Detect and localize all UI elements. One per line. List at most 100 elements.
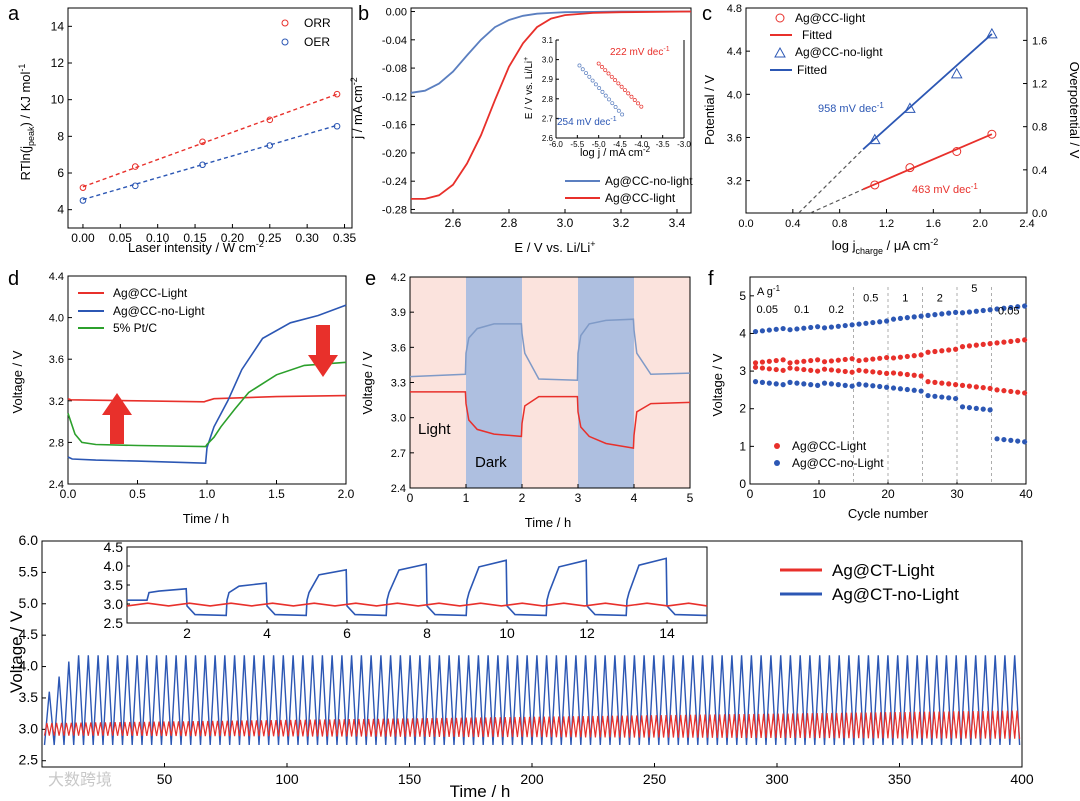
g-inset-no-light	[127, 557, 707, 617]
a-point	[333, 90, 341, 98]
g-ytick-label: 6.0	[19, 532, 39, 548]
f-xtick-label: 40	[1019, 487, 1033, 501]
f-point-discharge	[801, 366, 807, 373]
panel-d-xlabel: Time / h	[183, 511, 229, 526]
f-point-charge	[1001, 305, 1007, 311]
panel-label-f: f	[708, 268, 714, 290]
b-inset-ytick-label: 3.0	[542, 56, 554, 65]
f-point-charge	[918, 352, 924, 358]
f-point-discharge	[815, 368, 821, 374]
e-xtick-label: 5	[687, 491, 694, 505]
c-point-circle	[870, 180, 880, 190]
d-xtick-label: 0.5	[129, 487, 146, 501]
panel-a: a 0.00 0.05 0.10 0.15 0.20 0.25 0.30 0.35 4 6 8 10 1…	[8, 3, 357, 255]
b-inset-point	[584, 71, 588, 75]
f-rate-label: 0.2	[829, 304, 844, 316]
a-xtick-label: 0.05	[109, 231, 133, 245]
c-point-triangle	[986, 27, 998, 39]
g-ytick-label: 5.5	[19, 563, 39, 579]
c-fit-ext-1	[798, 148, 864, 214]
f-point-discharge	[856, 381, 862, 387]
f-point-discharge	[939, 394, 945, 400]
g-inset-frame	[126, 546, 708, 624]
b-ytick-label: -0.08	[382, 63, 407, 75]
f-point-charge	[925, 312, 931, 318]
f-point-discharge	[897, 371, 904, 377]
e-ytick-label: 3.0	[391, 413, 406, 425]
f-point-charge	[987, 341, 993, 347]
c-right-ytick-label: 0.8	[1032, 122, 1047, 134]
c-point-triangle	[950, 67, 963, 79]
g-xtick-label: 50	[157, 771, 173, 787]
b-inset-ytick-label: 2.8	[542, 95, 554, 104]
d-xtick-label: 0.0	[60, 487, 77, 501]
e-ytick-label: 3.3	[391, 378, 406, 390]
b-series-0	[410, 10, 691, 94]
c-point-circle	[952, 147, 962, 156]
f-ytick-label: 4	[739, 326, 746, 340]
e-series-0	[409, 318, 691, 381]
f-ytick-label: 5	[739, 289, 746, 303]
f-ytick-label: 2	[739, 402, 746, 416]
panel-f: f 0 10 20 30 40 0 1 2 3 4 5 Cycle number Voltage /…	[708, 268, 1033, 521]
legend-c-nolight: Ag@CC-no-light	[795, 45, 883, 59]
c-xtick-label: 1.2	[879, 218, 894, 230]
e-xtick-label: 4	[631, 491, 638, 505]
f-point-discharge	[849, 383, 855, 389]
f-point-charge	[897, 315, 904, 321]
f-point-discharge	[994, 436, 1000, 442]
b-ytick-label: -0.16	[382, 120, 407, 132]
f-point-discharge	[842, 382, 848, 388]
panel-label-a: a	[8, 3, 20, 25]
b-inset-xtick-label: -3.5	[656, 140, 670, 149]
a-xtick-label: 0.20	[221, 231, 245, 245]
f-point-charge	[794, 359, 800, 365]
b-ytick-label: -0.12	[382, 91, 407, 103]
panel-f-xlabel: Cycle number	[848, 506, 929, 521]
b-inset-point	[619, 84, 624, 89]
panel-g-xlabel: Time / h	[450, 782, 511, 801]
g-xtick-label: 350	[888, 771, 912, 787]
b-inset-ytick-label: 3.1	[542, 36, 554, 45]
f-point-charge	[877, 355, 883, 361]
f-point-discharge	[808, 367, 814, 373]
b-inset-point	[616, 108, 621, 113]
f-point-discharge	[780, 367, 786, 373]
f-point-discharge	[787, 379, 793, 385]
f-rate-label: 0.5	[863, 292, 878, 304]
b-inset-point	[599, 64, 604, 69]
f-point-charge	[994, 306, 1000, 312]
b-inset-xtick-label: -6.0	[549, 140, 563, 149]
f-rate-label: 5	[971, 283, 977, 295]
f-point-discharge	[1001, 388, 1007, 394]
panel-b-inset-ann-red: 222 mV dec-1	[610, 46, 670, 58]
f-point-discharge	[759, 365, 766, 371]
panel-e-ann-dark: Dark	[475, 454, 507, 471]
f-point-discharge	[1001, 436, 1007, 443]
f-point-charge	[939, 311, 945, 317]
b-inset-point	[616, 81, 621, 86]
a-point	[79, 184, 87, 191]
f-point-charge	[808, 357, 814, 364]
f-point-discharge	[904, 386, 910, 393]
a-xtick-label: 0.25	[258, 231, 282, 245]
b-inset-point	[597, 86, 602, 91]
c-fit-0	[862, 133, 993, 191]
f-point-discharge	[932, 393, 938, 399]
e-xtick-label: 1	[463, 491, 470, 505]
f-point-charge	[1008, 304, 1014, 311]
legend-g-nolight: Ag@CT-no-Light	[832, 585, 959, 604]
c-ytick-label: 3.2	[727, 176, 742, 188]
c-fit-1	[862, 33, 993, 150]
f-point-discharge	[980, 385, 986, 391]
d-xtick-label: 1.5	[268, 487, 285, 501]
f-point-charge	[1022, 337, 1028, 343]
legend-f-nolight: Ag@CC-no-Light	[792, 456, 884, 470]
a-ytick-label: 12	[51, 56, 65, 70]
f-point-charge	[946, 347, 952, 353]
f-point-discharge	[911, 372, 917, 378]
panel-c-legend: Ag@CC-light Fitted Ag@CC-no-light Fitted	[770, 11, 883, 77]
f-point-charge	[939, 348, 945, 354]
b-inset-xtick-label: -3.0	[677, 140, 691, 149]
g-xtick-label: 300	[765, 771, 789, 787]
